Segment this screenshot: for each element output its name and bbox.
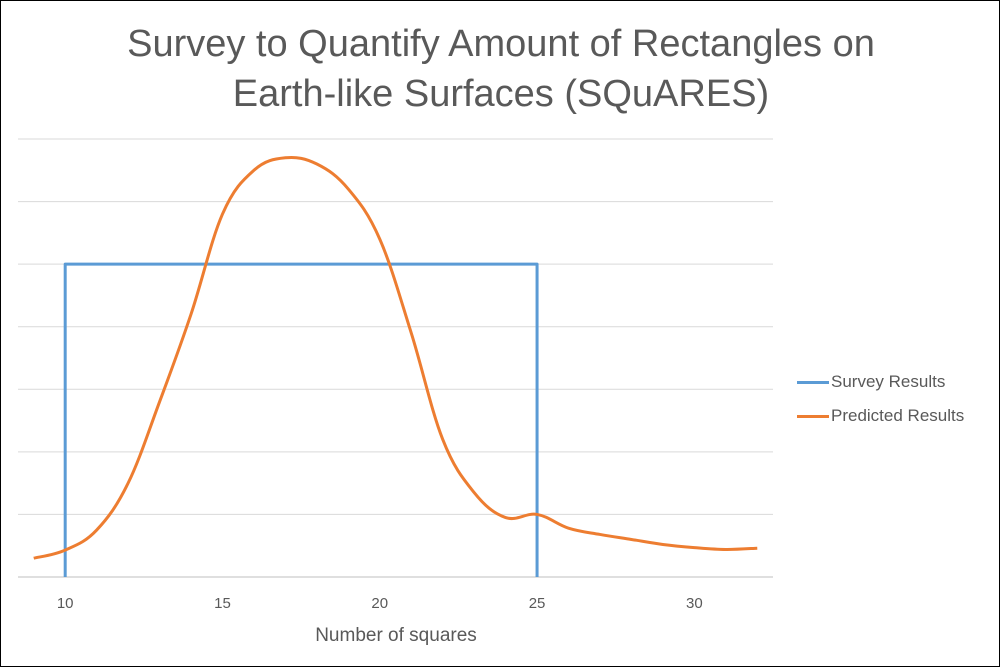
series-line-survey-results	[63, 262, 539, 577]
x-tick-label: 10	[57, 595, 74, 612]
legend-label-survey-results: Survey Results	[831, 372, 946, 391]
legend-swatch-survey-results	[797, 380, 829, 384]
legend-label-predicted-results: Predicted Results	[831, 406, 965, 425]
x-tick-label: 20	[371, 595, 388, 612]
x-tick-label: 25	[529, 595, 546, 612]
x-axis-title: Number of squares	[315, 625, 477, 646]
legend: Survey Results Predicted Results	[797, 365, 964, 433]
legend-item-predicted-results: Predicted Results	[797, 399, 964, 433]
series-lines	[33, 155, 758, 577]
chart-title-line-1: Survey to Quantify Amount of Rectangles …	[127, 23, 875, 65]
x-tick-label: 15	[214, 595, 231, 612]
legend-item-survey-results: Survey Results	[797, 365, 964, 399]
x-tick-labels: 10 15 20 25 30	[57, 595, 703, 612]
x-tick-label: 30	[686, 595, 703, 612]
chart-title-line-2: Earth-like Surfaces (SQuARES)	[232, 73, 770, 115]
series-line-predicted-results	[33, 155, 758, 560]
chart-title: Survey to Quantify Amount of Rectangles …	[1, 19, 1000, 119]
legend-swatch-predicted-results	[797, 414, 829, 418]
gridlines	[18, 138, 773, 578]
